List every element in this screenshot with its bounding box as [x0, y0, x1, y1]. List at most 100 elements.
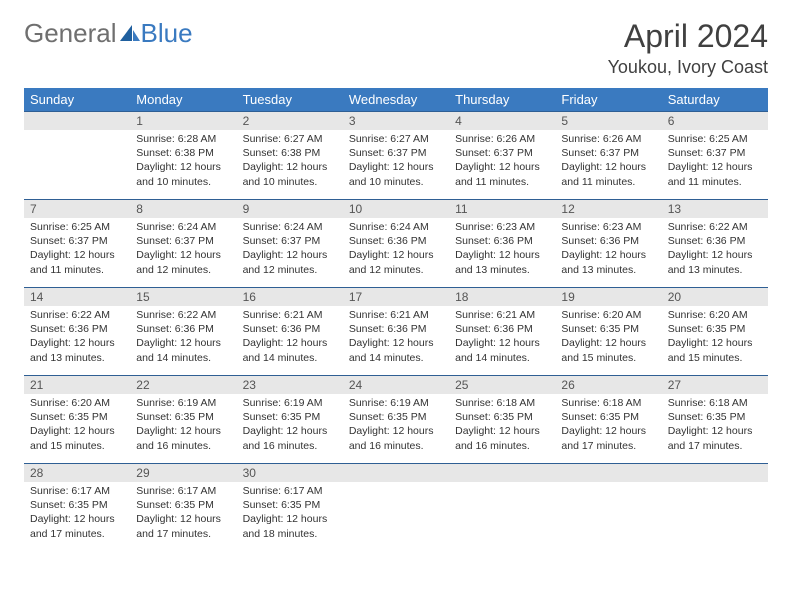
sunrise-text: Sunrise: 6:25 AM — [30, 220, 124, 234]
day-details: Sunrise: 6:21 AMSunset: 6:36 PMDaylight:… — [449, 306, 555, 369]
day-number: 21 — [24, 376, 130, 394]
sunrise-text: Sunrise: 6:20 AM — [561, 308, 655, 322]
day-number — [555, 464, 661, 482]
daylight-text: Daylight: 12 hours and 12 minutes. — [136, 248, 230, 276]
daylight-text: Daylight: 12 hours and 14 minutes. — [243, 336, 337, 364]
day-number: 20 — [662, 288, 768, 306]
daylight-text: Daylight: 12 hours and 10 minutes. — [349, 160, 443, 188]
day-details: Sunrise: 6:20 AMSunset: 6:35 PMDaylight:… — [662, 306, 768, 369]
day-cell: 13Sunrise: 6:22 AMSunset: 6:36 PMDayligh… — [662, 200, 768, 288]
day-number: 2 — [237, 112, 343, 130]
day-number: 23 — [237, 376, 343, 394]
daylight-text: Daylight: 12 hours and 11 minutes. — [561, 160, 655, 188]
day-number: 29 — [130, 464, 236, 482]
day-number: 7 — [24, 200, 130, 218]
day-number: 22 — [130, 376, 236, 394]
sunset-text: Sunset: 6:36 PM — [349, 234, 443, 248]
day-cell: 30Sunrise: 6:17 AMSunset: 6:35 PMDayligh… — [237, 464, 343, 552]
day-cell — [662, 464, 768, 552]
day-number — [24, 112, 130, 130]
day-details: Sunrise: 6:26 AMSunset: 6:37 PMDaylight:… — [449, 130, 555, 193]
sunset-text: Sunset: 6:35 PM — [668, 322, 762, 336]
daylight-text: Daylight: 12 hours and 13 minutes. — [668, 248, 762, 276]
day-details: Sunrise: 6:25 AMSunset: 6:37 PMDaylight:… — [24, 218, 130, 281]
week-row: 7Sunrise: 6:25 AMSunset: 6:37 PMDaylight… — [24, 200, 768, 288]
day-cell: 27Sunrise: 6:18 AMSunset: 6:35 PMDayligh… — [662, 376, 768, 464]
sunrise-text: Sunrise: 6:19 AM — [243, 396, 337, 410]
day-number: 18 — [449, 288, 555, 306]
logo-text-general: General — [24, 18, 117, 49]
sunset-text: Sunset: 6:37 PM — [349, 146, 443, 160]
calendar: Sunday Monday Tuesday Wednesday Thursday… — [24, 88, 768, 552]
weekday-header: Friday — [555, 88, 661, 112]
sunrise-text: Sunrise: 6:23 AM — [455, 220, 549, 234]
day-number: 3 — [343, 112, 449, 130]
day-number: 12 — [555, 200, 661, 218]
daylight-text: Daylight: 12 hours and 13 minutes. — [30, 336, 124, 364]
day-details: Sunrise: 6:28 AMSunset: 6:38 PMDaylight:… — [130, 130, 236, 193]
sunrise-text: Sunrise: 6:28 AM — [136, 132, 230, 146]
location: Youkou, Ivory Coast — [608, 57, 768, 78]
day-cell: 11Sunrise: 6:23 AMSunset: 6:36 PMDayligh… — [449, 200, 555, 288]
sunset-text: Sunset: 6:35 PM — [136, 498, 230, 512]
sunrise-text: Sunrise: 6:26 AM — [455, 132, 549, 146]
daylight-text: Daylight: 12 hours and 12 minutes. — [243, 248, 337, 276]
day-details: Sunrise: 6:17 AMSunset: 6:35 PMDaylight:… — [237, 482, 343, 545]
daylight-text: Daylight: 12 hours and 10 minutes. — [136, 160, 230, 188]
sunset-text: Sunset: 6:35 PM — [136, 410, 230, 424]
day-number: 9 — [237, 200, 343, 218]
day-number: 19 — [555, 288, 661, 306]
sunrise-text: Sunrise: 6:19 AM — [136, 396, 230, 410]
sunset-text: Sunset: 6:37 PM — [30, 234, 124, 248]
day-number: 15 — [130, 288, 236, 306]
weekday-header-row: Sunday Monday Tuesday Wednesday Thursday… — [24, 88, 768, 112]
sunrise-text: Sunrise: 6:26 AM — [561, 132, 655, 146]
day-details: Sunrise: 6:19 AMSunset: 6:35 PMDaylight:… — [237, 394, 343, 457]
daylight-text: Daylight: 12 hours and 14 minutes. — [455, 336, 549, 364]
weekday-header: Sunday — [24, 88, 130, 112]
day-cell: 26Sunrise: 6:18 AMSunset: 6:35 PMDayligh… — [555, 376, 661, 464]
sunrise-text: Sunrise: 6:21 AM — [243, 308, 337, 322]
week-row: 14Sunrise: 6:22 AMSunset: 6:36 PMDayligh… — [24, 288, 768, 376]
day-number: 6 — [662, 112, 768, 130]
daylight-text: Daylight: 12 hours and 13 minutes. — [455, 248, 549, 276]
sunrise-text: Sunrise: 6:17 AM — [243, 484, 337, 498]
week-row: 28Sunrise: 6:17 AMSunset: 6:35 PMDayligh… — [24, 464, 768, 552]
month-title: April 2024 — [608, 18, 768, 55]
day-number: 26 — [555, 376, 661, 394]
day-number: 5 — [555, 112, 661, 130]
weekday-header: Tuesday — [237, 88, 343, 112]
sunrise-text: Sunrise: 6:24 AM — [136, 220, 230, 234]
sunrise-text: Sunrise: 6:24 AM — [349, 220, 443, 234]
day-details: Sunrise: 6:17 AMSunset: 6:35 PMDaylight:… — [130, 482, 236, 545]
sunrise-text: Sunrise: 6:20 AM — [668, 308, 762, 322]
sunrise-text: Sunrise: 6:18 AM — [455, 396, 549, 410]
weekday-header: Thursday — [449, 88, 555, 112]
sunrise-text: Sunrise: 6:19 AM — [349, 396, 443, 410]
day-cell: 16Sunrise: 6:21 AMSunset: 6:36 PMDayligh… — [237, 288, 343, 376]
sunset-text: Sunset: 6:37 PM — [668, 146, 762, 160]
day-cell: 5Sunrise: 6:26 AMSunset: 6:37 PMDaylight… — [555, 112, 661, 200]
sunrise-text: Sunrise: 6:17 AM — [30, 484, 124, 498]
weekday-header: Saturday — [662, 88, 768, 112]
day-details: Sunrise: 6:24 AMSunset: 6:37 PMDaylight:… — [237, 218, 343, 281]
day-cell: 22 Sunrise: 6:19 AMSunset: 6:35 PMDayligh… — [130, 376, 236, 464]
day-number: 27 — [662, 376, 768, 394]
day-number: 24 — [343, 376, 449, 394]
day-number — [449, 464, 555, 482]
sunset-text: Sunset: 6:38 PM — [243, 146, 337, 160]
day-details: Sunrise: 6:18 AMSunset: 6:35 PMDaylight:… — [449, 394, 555, 457]
sunset-text: Sunset: 6:37 PM — [136, 234, 230, 248]
day-number: 28 — [24, 464, 130, 482]
day-details: Sunrise: 6:22 AMSunset: 6:36 PMDaylight:… — [24, 306, 130, 369]
day-number — [662, 464, 768, 482]
day-details: Sunrise: 6:17 AMSunset: 6:35 PMDaylight:… — [24, 482, 130, 545]
day-cell — [343, 464, 449, 552]
day-cell: 14Sunrise: 6:22 AMSunset: 6:36 PMDayligh… — [24, 288, 130, 376]
day-details: Sunrise: 6:22 AMSunset: 6:36 PMDaylight:… — [662, 218, 768, 281]
day-details: Sunrise: 6:27 AMSunset: 6:37 PMDaylight:… — [343, 130, 449, 193]
daylight-text: Daylight: 12 hours and 11 minutes. — [455, 160, 549, 188]
sunset-text: Sunset: 6:35 PM — [561, 322, 655, 336]
daylight-text: Daylight: 12 hours and 16 minutes. — [136, 424, 230, 452]
sunset-text: Sunset: 6:38 PM — [136, 146, 230, 160]
